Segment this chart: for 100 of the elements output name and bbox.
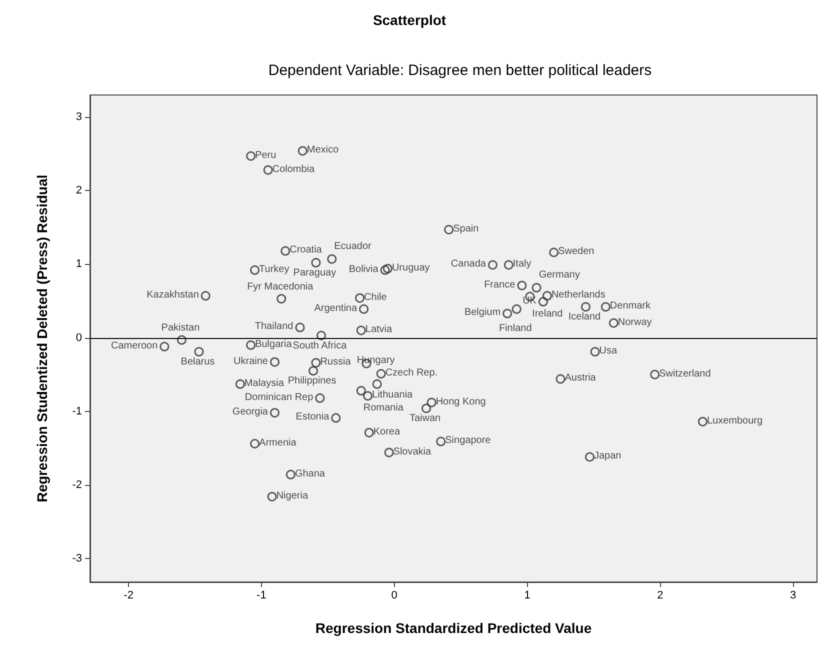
data-label: Ukraine — [234, 356, 268, 367]
data-label: Estonia — [296, 412, 330, 423]
point — [276, 294, 286, 304]
data-label: Singapore — [445, 435, 492, 446]
data-label: Czech Rep. — [385, 368, 438, 379]
data-label: Switzerland — [659, 368, 711, 380]
point — [376, 369, 386, 379]
data-label: Philippines — [288, 376, 336, 387]
y-axis-title: Regression Studentized Deleted (Press) Residual — [34, 174, 50, 502]
point — [556, 374, 566, 384]
data-label: Iceland — [568, 312, 601, 323]
point — [316, 330, 326, 340]
point — [549, 248, 559, 258]
x-tick-label: 2 — [657, 590, 664, 602]
x-axis-title: Regression Standardized Predicted Value — [315, 620, 592, 636]
data-label: Denmark — [610, 300, 652, 312]
chart-subtitle: Dependent Variable: Disagree men better political leaders — [268, 62, 652, 79]
data-label: Ghana — [294, 468, 326, 480]
x-tick-label: 0 — [391, 590, 398, 602]
point — [194, 346, 204, 356]
point — [356, 386, 366, 396]
point — [650, 370, 660, 380]
y-tick-label: 0 — [76, 332, 82, 344]
data-label: Uruguay — [392, 262, 430, 274]
data-label: Kazakhstan — [146, 290, 199, 301]
data-label: Hong Kong — [436, 396, 486, 408]
data-label: Finland — [498, 322, 532, 334]
data-label: Germany — [538, 269, 580, 280]
y-tick-label: -1 — [72, 405, 82, 418]
data-label: Netherlands — [551, 290, 606, 301]
data-label: Korea — [373, 426, 400, 438]
data-label: Taiwan — [409, 413, 441, 424]
data-label: Norway — [618, 316, 652, 328]
point — [512, 304, 522, 314]
data-label: Luxembourg — [706, 415, 763, 426]
point — [263, 165, 273, 175]
data-label: Georgia — [232, 406, 268, 418]
point — [698, 416, 708, 426]
point — [250, 265, 260, 275]
data-label: France — [484, 279, 516, 290]
data-label: Thailand — [254, 321, 294, 332]
point — [270, 408, 280, 418]
point — [436, 436, 446, 446]
data-label: Bolivia — [348, 264, 379, 275]
data-label: Malaysia — [244, 378, 284, 389]
point — [250, 438, 260, 448]
point — [298, 146, 308, 156]
data-label: Armenia — [259, 437, 297, 448]
data-label: Japan — [594, 450, 622, 462]
point — [200, 291, 210, 301]
data-label: Nigeria — [276, 490, 308, 502]
data-label: Colombia — [272, 164, 316, 175]
point — [280, 246, 290, 256]
point — [372, 379, 382, 389]
data-label: Spain — [453, 223, 479, 234]
data-label: Austria — [564, 372, 596, 384]
x-tick-label: -1 — [256, 590, 266, 602]
data-label: Paraguay — [293, 267, 336, 278]
data-label: Lithuania — [372, 390, 414, 401]
data-label: Turkey — [259, 264, 290, 275]
point — [246, 340, 256, 350]
point — [364, 428, 374, 438]
point — [315, 393, 325, 403]
data-label: Ireland — [532, 308, 563, 320]
point — [311, 358, 321, 368]
x-tick-label: 3 — [790, 590, 796, 602]
data-label: Chile — [364, 292, 388, 303]
point — [270, 357, 280, 367]
point — [538, 296, 548, 306]
chart-title: Scatterplot — [372, 12, 446, 28]
point — [356, 326, 366, 336]
point — [355, 293, 365, 303]
data-label: Pakistan — [161, 322, 200, 334]
x-tick-label: 1 — [524, 590, 530, 602]
data-label: Cameroon — [110, 340, 158, 352]
data-label: Ecuador — [334, 240, 372, 252]
data-label: Usa — [599, 345, 618, 356]
data-label: Mexico — [306, 144, 340, 156]
point — [584, 452, 594, 462]
point — [488, 260, 498, 270]
point — [235, 379, 245, 389]
data-label: Romania — [363, 402, 404, 414]
point — [542, 291, 552, 301]
point — [532, 282, 542, 292]
point — [444, 224, 454, 234]
data-label: Latvia — [365, 324, 393, 336]
y-tick-label: -2 — [72, 478, 82, 491]
point — [608, 318, 618, 328]
point — [267, 492, 277, 502]
point — [176, 335, 186, 345]
point — [363, 391, 373, 401]
point — [311, 258, 321, 268]
x-tick-label: -2 — [124, 590, 134, 602]
point — [382, 264, 392, 274]
data-label: Belarus — [180, 356, 215, 368]
point — [308, 366, 318, 376]
point — [359, 304, 369, 314]
point — [384, 448, 394, 458]
point — [295, 322, 305, 332]
point — [422, 404, 432, 414]
